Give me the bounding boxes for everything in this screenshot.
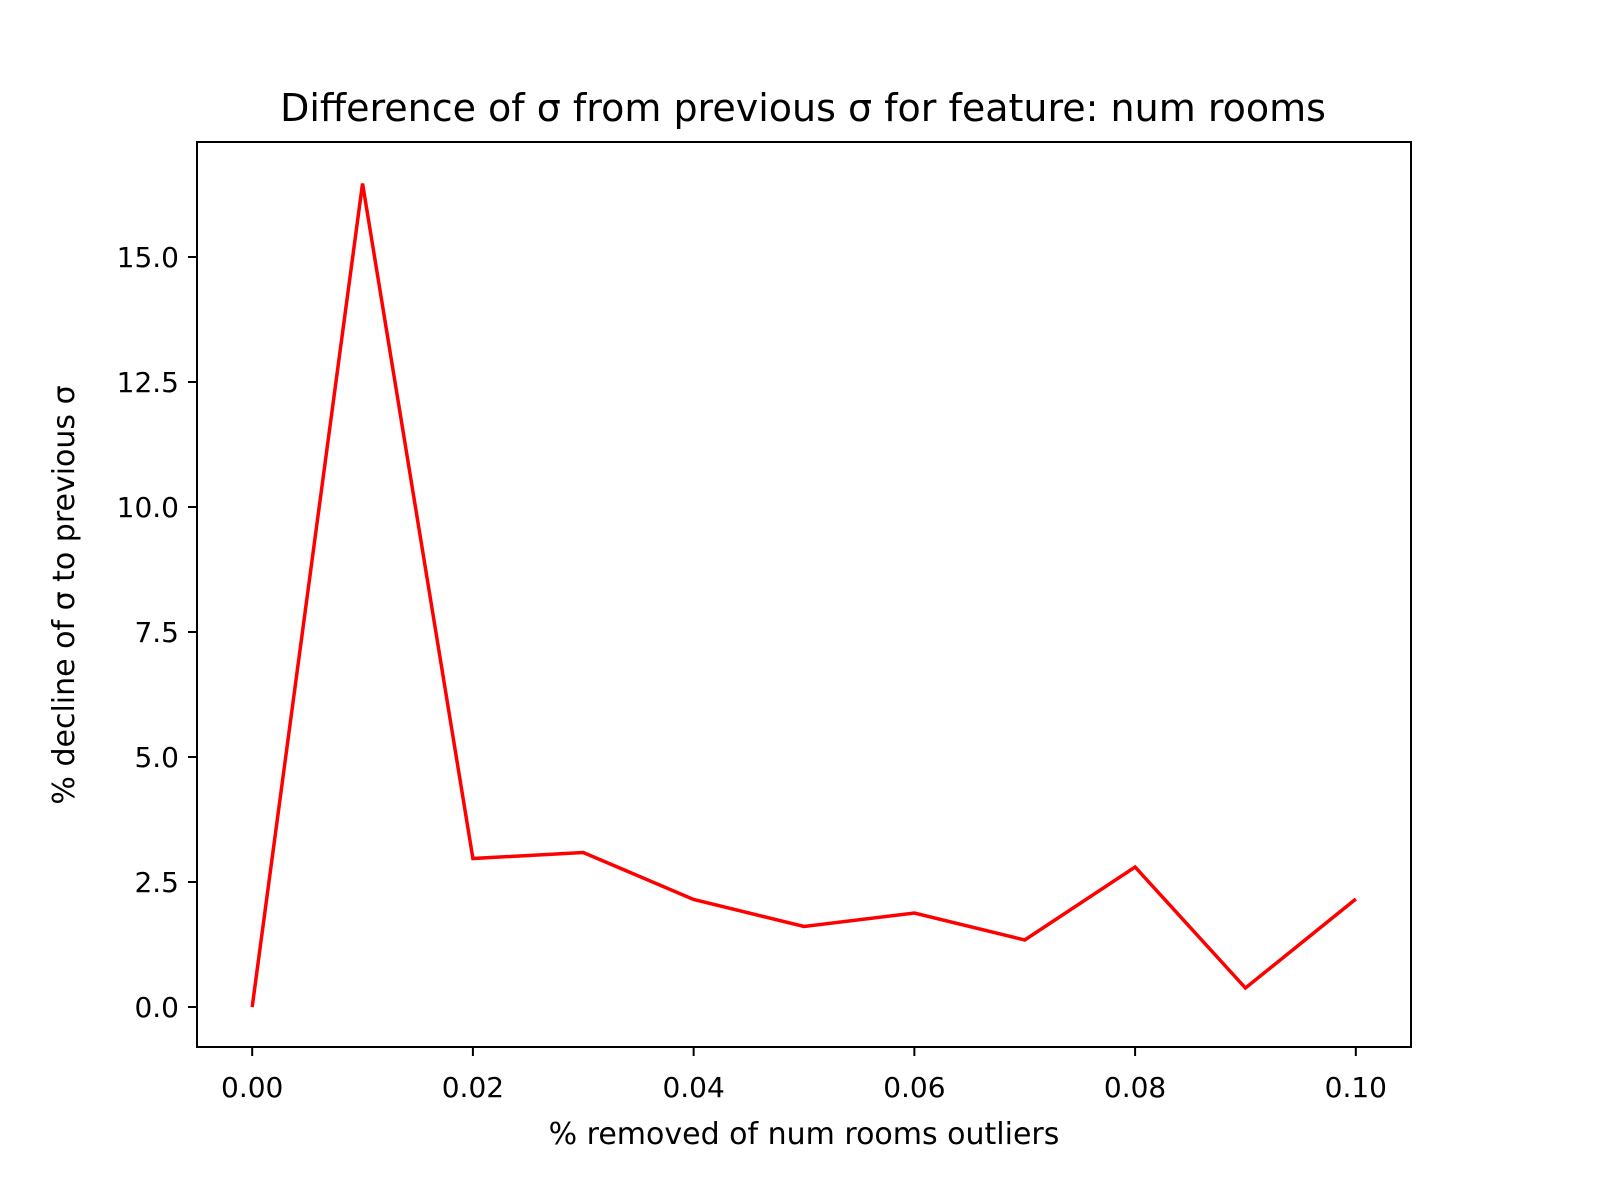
x-tick-label: 0.10 — [1325, 1071, 1387, 1104]
x-tick-label: 0.06 — [883, 1071, 945, 1104]
y-tick-label: 10.0 — [117, 491, 179, 524]
y-tick-label: 5.0 — [134, 741, 179, 774]
plot-frame — [196, 141, 1412, 1048]
y-tick-label: 12.5 — [117, 366, 179, 399]
x-tick-label: 0.08 — [1104, 1071, 1166, 1104]
chart-title: Difference of σ from previous σ for feat… — [280, 86, 1326, 130]
x-axis: 0.00 0.02 0.04 0.06 0.08 0.10 — [221, 1047, 1387, 1104]
series-line — [250, 183, 1357, 1008]
x-axis-label: % removed of num rooms outliers — [549, 1117, 1060, 1152]
y-tick-label: 2.5 — [134, 866, 179, 899]
plot-area — [250, 183, 1357, 1008]
y-tick-label: 15.0 — [117, 241, 179, 274]
y-tick-label: 7.5 — [134, 616, 179, 649]
x-tick-label: 0.00 — [221, 1071, 283, 1104]
y-tick-label: 0.0 — [134, 991, 179, 1024]
x-tick-label: 0.04 — [662, 1071, 724, 1104]
y-axis-label: % decline of σ to previous σ — [47, 385, 82, 804]
x-tick-label: 0.02 — [442, 1071, 504, 1104]
y-axis: 0.0 2.5 5.0 7.5 10.0 12.5 15.0 — [117, 241, 197, 1024]
